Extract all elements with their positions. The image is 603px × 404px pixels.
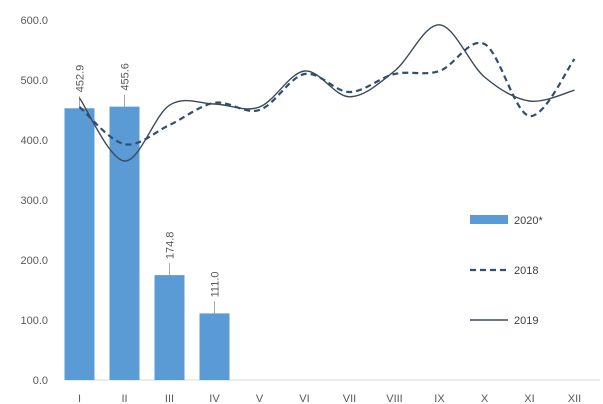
y-tick-label: 0.0 [33, 375, 48, 387]
bar [199, 313, 230, 380]
x-tick-label: XII [568, 393, 581, 404]
legend-swatch-bar [470, 215, 508, 224]
x-tick-label: IV [209, 393, 220, 404]
bar [109, 106, 140, 380]
line-series [78, 24, 576, 162]
y-tick-label: 200.0 [20, 255, 48, 267]
x-tick-label: I [78, 393, 81, 404]
x-tick-label: IX [434, 393, 445, 404]
y-tick-label: 400.0 [20, 135, 48, 147]
y-axis-ticks: 0.0 100.0 200.0 300.0 400.0 500.0 600.0 [20, 15, 48, 387]
bar-data-label: 174.8 [165, 232, 177, 260]
y-tick-label: 500.0 [20, 75, 48, 87]
legend-label: 2018 [514, 265, 538, 277]
x-tick-label: VI [299, 393, 309, 404]
line-2018 [78, 41, 576, 146]
x-tick-label: V [256, 393, 264, 404]
x-tick-label: II [121, 393, 127, 404]
bar-data-labels: 452.9 455.6 174.8 111.0 [75, 63, 222, 314]
y-tick-label: 300.0 [20, 195, 48, 207]
bar-series [64, 106, 230, 380]
x-tick-label: VIII [386, 393, 403, 404]
y-tick-label: 100.0 [20, 315, 48, 327]
line-2019 [78, 24, 575, 162]
bar [154, 275, 185, 380]
bar-data-label: 452.9 [75, 65, 87, 93]
legend-label: 2019 [514, 315, 538, 327]
x-tick-label: III [165, 393, 174, 404]
legend-label: 2020* [514, 215, 543, 227]
x-axis-ticks: I II III IV V VI VII VIII IX X XI XII [78, 393, 581, 404]
x-tick-label: XI [524, 393, 534, 404]
x-tick-label: VII [343, 393, 356, 404]
x-tick-label: X [481, 393, 489, 404]
bar-data-label: 111.0 [210, 271, 222, 297]
bar-data-label: 455.6 [120, 63, 132, 91]
y-tick-label: 600.0 [20, 15, 48, 27]
legend: 2020* 2018 2019 [470, 215, 543, 327]
bar [64, 108, 95, 380]
